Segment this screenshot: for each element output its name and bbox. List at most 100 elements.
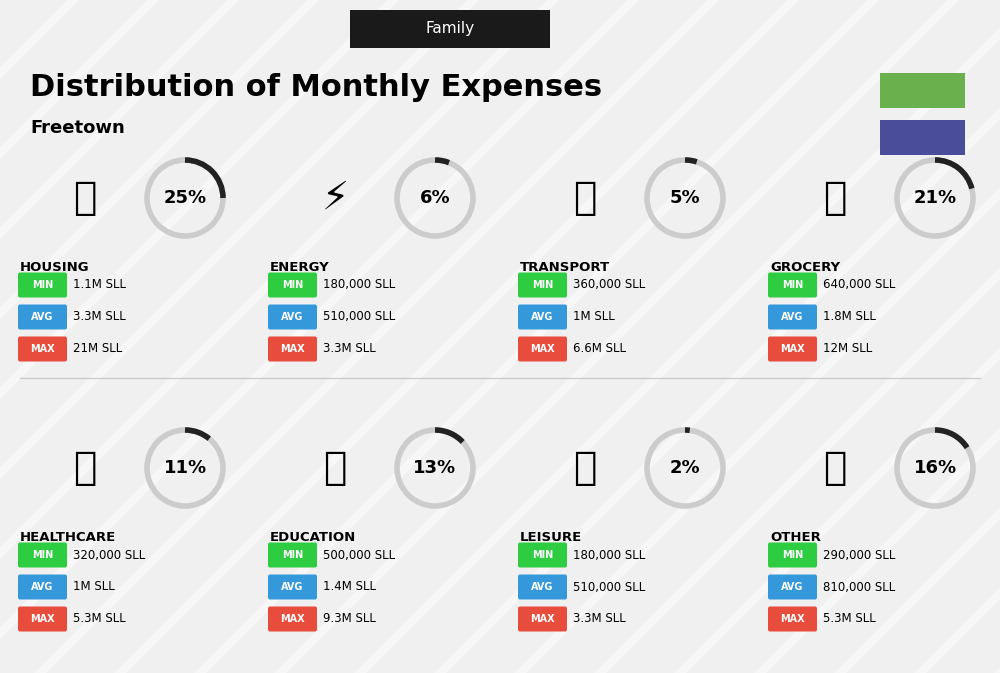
- FancyBboxPatch shape: [268, 273, 317, 297]
- Text: MAX: MAX: [780, 344, 805, 354]
- Text: ⚡: ⚡: [321, 179, 349, 217]
- FancyBboxPatch shape: [880, 73, 965, 108]
- Text: 🛒: 🛒: [823, 179, 847, 217]
- FancyBboxPatch shape: [268, 304, 317, 330]
- Text: 1.8M SLL: 1.8M SLL: [823, 310, 876, 324]
- FancyBboxPatch shape: [268, 542, 317, 567]
- Text: 3.3M SLL: 3.3M SLL: [573, 612, 626, 625]
- Text: 510,000 SLL: 510,000 SLL: [573, 581, 645, 594]
- Text: 2%: 2%: [670, 459, 700, 477]
- Text: MIN: MIN: [32, 280, 53, 290]
- FancyBboxPatch shape: [518, 606, 567, 631]
- Text: AVG: AVG: [281, 312, 304, 322]
- FancyBboxPatch shape: [518, 542, 567, 567]
- FancyBboxPatch shape: [768, 606, 817, 631]
- Text: 320,000 SLL: 320,000 SLL: [73, 548, 145, 561]
- Text: 360,000 SLL: 360,000 SLL: [573, 279, 645, 291]
- Text: AVG: AVG: [31, 312, 54, 322]
- Text: MAX: MAX: [280, 344, 305, 354]
- Text: Family: Family: [425, 22, 475, 36]
- Text: GROCERY: GROCERY: [770, 261, 840, 274]
- Text: MIN: MIN: [282, 280, 303, 290]
- FancyBboxPatch shape: [268, 606, 317, 631]
- Text: 1.4M SLL: 1.4M SLL: [323, 581, 376, 594]
- Text: HEALTHCARE: HEALTHCARE: [20, 531, 116, 544]
- Text: EDUCATION: EDUCATION: [270, 531, 356, 544]
- FancyBboxPatch shape: [768, 273, 817, 297]
- FancyBboxPatch shape: [518, 304, 567, 330]
- Text: 5%: 5%: [670, 189, 700, 207]
- Text: 1M SLL: 1M SLL: [73, 581, 115, 594]
- Text: 510,000 SLL: 510,000 SLL: [323, 310, 395, 324]
- FancyBboxPatch shape: [350, 10, 550, 48]
- Text: OTHER: OTHER: [770, 531, 821, 544]
- Text: 5.3M SLL: 5.3M SLL: [73, 612, 126, 625]
- FancyBboxPatch shape: [768, 304, 817, 330]
- Text: 💰: 💰: [823, 449, 847, 487]
- Text: 5.3M SLL: 5.3M SLL: [823, 612, 876, 625]
- Text: TRANSPORT: TRANSPORT: [520, 261, 610, 274]
- FancyBboxPatch shape: [768, 575, 817, 600]
- FancyBboxPatch shape: [768, 542, 817, 567]
- Text: MAX: MAX: [530, 344, 555, 354]
- Text: AVG: AVG: [31, 582, 54, 592]
- Text: 16%: 16%: [913, 459, 957, 477]
- Text: 9.3M SLL: 9.3M SLL: [323, 612, 376, 625]
- FancyBboxPatch shape: [18, 606, 67, 631]
- Text: 🎓: 🎓: [323, 449, 347, 487]
- Text: Freetown: Freetown: [30, 119, 125, 137]
- Text: MAX: MAX: [780, 614, 805, 624]
- Text: 🚌: 🚌: [573, 179, 597, 217]
- Text: LEISURE: LEISURE: [520, 531, 582, 544]
- Text: AVG: AVG: [281, 582, 304, 592]
- Text: 🏥: 🏥: [73, 449, 97, 487]
- Text: 3.3M SLL: 3.3M SLL: [323, 343, 376, 355]
- Text: Distribution of Monthly Expenses: Distribution of Monthly Expenses: [30, 73, 602, 102]
- Text: MAX: MAX: [530, 614, 555, 624]
- Text: 12M SLL: 12M SLL: [823, 343, 872, 355]
- Text: AVG: AVG: [781, 312, 804, 322]
- Text: 3.3M SLL: 3.3M SLL: [73, 310, 126, 324]
- FancyBboxPatch shape: [268, 336, 317, 361]
- Text: MIN: MIN: [282, 550, 303, 560]
- Text: 810,000 SLL: 810,000 SLL: [823, 581, 895, 594]
- FancyBboxPatch shape: [518, 273, 567, 297]
- FancyBboxPatch shape: [518, 575, 567, 600]
- Text: AVG: AVG: [531, 582, 554, 592]
- Text: 25%: 25%: [163, 189, 207, 207]
- FancyBboxPatch shape: [18, 542, 67, 567]
- Text: 21%: 21%: [913, 189, 957, 207]
- Text: MAX: MAX: [30, 344, 55, 354]
- Text: MIN: MIN: [532, 280, 553, 290]
- Text: AVG: AVG: [781, 582, 804, 592]
- Text: 500,000 SLL: 500,000 SLL: [323, 548, 395, 561]
- Text: MAX: MAX: [280, 614, 305, 624]
- FancyBboxPatch shape: [18, 304, 67, 330]
- FancyBboxPatch shape: [18, 336, 67, 361]
- Text: MIN: MIN: [532, 550, 553, 560]
- FancyBboxPatch shape: [268, 575, 317, 600]
- Text: 11%: 11%: [163, 459, 207, 477]
- Text: 180,000 SLL: 180,000 SLL: [323, 279, 395, 291]
- Text: 6.6M SLL: 6.6M SLL: [573, 343, 626, 355]
- Text: ENERGY: ENERGY: [270, 261, 330, 274]
- Text: 290,000 SLL: 290,000 SLL: [823, 548, 895, 561]
- FancyBboxPatch shape: [768, 336, 817, 361]
- Text: MIN: MIN: [32, 550, 53, 560]
- Text: 🛍: 🛍: [573, 449, 597, 487]
- Text: 180,000 SLL: 180,000 SLL: [573, 548, 645, 561]
- Text: MIN: MIN: [782, 550, 803, 560]
- FancyBboxPatch shape: [18, 273, 67, 297]
- FancyBboxPatch shape: [518, 336, 567, 361]
- FancyBboxPatch shape: [880, 120, 965, 155]
- Text: 640,000 SLL: 640,000 SLL: [823, 279, 895, 291]
- Text: 1M SLL: 1M SLL: [573, 310, 615, 324]
- Text: 🏢: 🏢: [73, 179, 97, 217]
- Text: AVG: AVG: [531, 312, 554, 322]
- FancyBboxPatch shape: [18, 575, 67, 600]
- Text: 21M SLL: 21M SLL: [73, 343, 122, 355]
- Text: 13%: 13%: [413, 459, 457, 477]
- Text: HOUSING: HOUSING: [20, 261, 90, 274]
- Text: MAX: MAX: [30, 614, 55, 624]
- Text: MIN: MIN: [782, 280, 803, 290]
